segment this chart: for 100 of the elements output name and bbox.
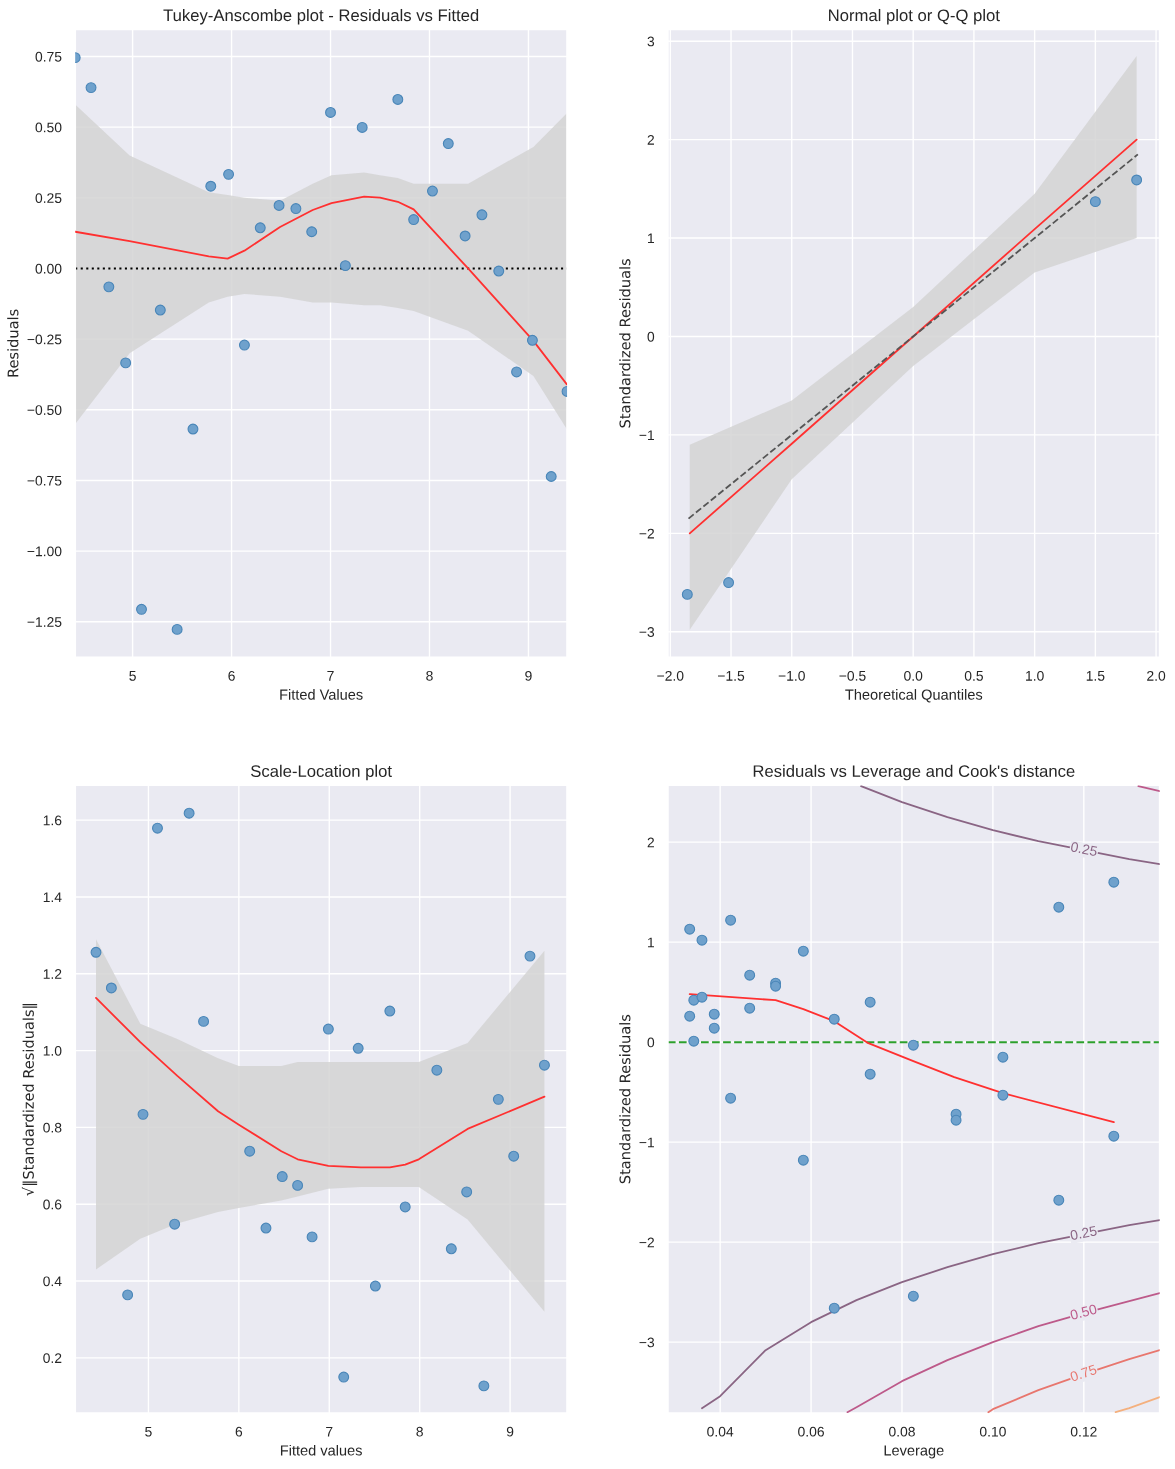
- x-tick-label: 0.12: [1070, 1426, 1097, 1437]
- point: [105, 982, 117, 994]
- point: [828, 1302, 840, 1314]
- point: [254, 222, 266, 234]
- point: [492, 1093, 504, 1105]
- point: [442, 138, 454, 150]
- point: [538, 1059, 550, 1071]
- point: [223, 168, 235, 180]
- point: [152, 822, 163, 834]
- x-tick-label: 7: [327, 671, 334, 681]
- x-tick-label: −1.0: [778, 670, 805, 681]
- point: [122, 1289, 134, 1301]
- point: [950, 1114, 962, 1126]
- point: [1053, 901, 1065, 913]
- point: [260, 1222, 272, 1234]
- point: [545, 471, 557, 482]
- line-series: [701, 1219, 1160, 1410]
- point: [85, 82, 97, 94]
- x-tick-label: −0.5: [839, 670, 866, 681]
- point: [1108, 876, 1120, 888]
- x-axis-title: Theoretical Quantiles: [845, 689, 983, 703]
- point: [997, 1051, 1009, 1063]
- y-tick-label: −2: [639, 528, 654, 539]
- y-tick-label: 2: [647, 134, 654, 145]
- chart-title: Scale-Location plot: [251, 764, 392, 781]
- x-tick-label: 8: [426, 670, 433, 681]
- point: [399, 1201, 411, 1213]
- y-tick-label: 1: [648, 233, 655, 244]
- point: [476, 209, 488, 221]
- x-tick-label: 1.5: [1086, 671, 1105, 681]
- point: [169, 1218, 181, 1230]
- y-axis-title: Residuals: [7, 309, 19, 377]
- point: [459, 230, 471, 242]
- point: [493, 265, 505, 277]
- point: [426, 185, 438, 197]
- point: [708, 1022, 720, 1034]
- point: [725, 914, 737, 926]
- series-label: 0.75: [1069, 1364, 1098, 1382]
- y-tick-label: 0.8: [43, 1122, 62, 1133]
- point: [828, 1013, 840, 1025]
- point: [292, 1179, 304, 1191]
- y-tick-label: −1: [639, 1137, 654, 1148]
- y-tick-label: 2: [647, 837, 654, 848]
- point: [120, 357, 132, 369]
- x-tick-label: 9: [525, 670, 532, 681]
- point: [997, 1089, 1009, 1101]
- point: [508, 1150, 520, 1162]
- point: [688, 1035, 700, 1047]
- point: [907, 1290, 919, 1302]
- y-tick-label: −1.25: [27, 617, 62, 627]
- point: [511, 366, 523, 378]
- point: [478, 1380, 490, 1392]
- point: [1131, 174, 1143, 186]
- line-series: [860, 785, 1160, 866]
- y-tick-label: −3: [639, 1337, 655, 1348]
- x-tick-label: −1.5: [718, 671, 745, 681]
- point: [526, 334, 538, 346]
- x-tick-label: 0.0: [904, 670, 923, 681]
- point: [431, 1064, 443, 1076]
- point: [137, 1108, 149, 1120]
- y-tick-label: 1: [648, 937, 655, 948]
- point: [325, 107, 336, 118]
- x-tick-label: 0.06: [798, 1426, 824, 1437]
- chart-title: Residuals vs Leverage and Cook's distance: [753, 764, 1075, 781]
- point: [187, 423, 199, 435]
- point: [171, 623, 183, 635]
- x-tick-label: 0.5: [964, 670, 983, 681]
- point: [103, 281, 115, 293]
- point: [725, 1092, 737, 1104]
- point: [684, 1010, 696, 1022]
- x-tick-label: 9: [506, 1426, 514, 1437]
- x-tick-label: 0.04: [707, 1426, 734, 1437]
- line-series: [688, 993, 1115, 1124]
- x-tick-label: 0.08: [889, 1426, 915, 1437]
- line-series: [987, 1349, 1160, 1414]
- y-tick-label: −3: [639, 627, 655, 637]
- x-tick-label: −2.0: [657, 670, 684, 681]
- point: [306, 1231, 318, 1243]
- y-tick-label: 0.50: [35, 122, 62, 133]
- point: [864, 996, 876, 1008]
- line-series: [95, 997, 546, 1169]
- point: [744, 969, 756, 981]
- x-tick-label: 7: [326, 1426, 333, 1437]
- y-tick-label: 1.4: [43, 892, 62, 902]
- x-axis-title: Leverage: [884, 1445, 944, 1459]
- x-axis-title: Fitted values: [280, 1444, 362, 1456]
- point: [339, 260, 351, 272]
- chart-title: Tukey-Anscombe plot - Residuals vs Fitted: [163, 8, 479, 25]
- point: [369, 1280, 381, 1292]
- y-tick-label: 0.00: [35, 263, 62, 274]
- point: [907, 1039, 919, 1051]
- x-tick-label: 6: [228, 670, 235, 681]
- y-axis-title: Standardized Residuals: [619, 1014, 631, 1184]
- y-tick-label: −0.25: [27, 334, 62, 345]
- point: [696, 934, 708, 946]
- point: [356, 121, 368, 133]
- point: [154, 304, 166, 316]
- point: [1053, 1194, 1065, 1206]
- point: [681, 588, 693, 600]
- y-tick-label: 1.0: [43, 1045, 62, 1056]
